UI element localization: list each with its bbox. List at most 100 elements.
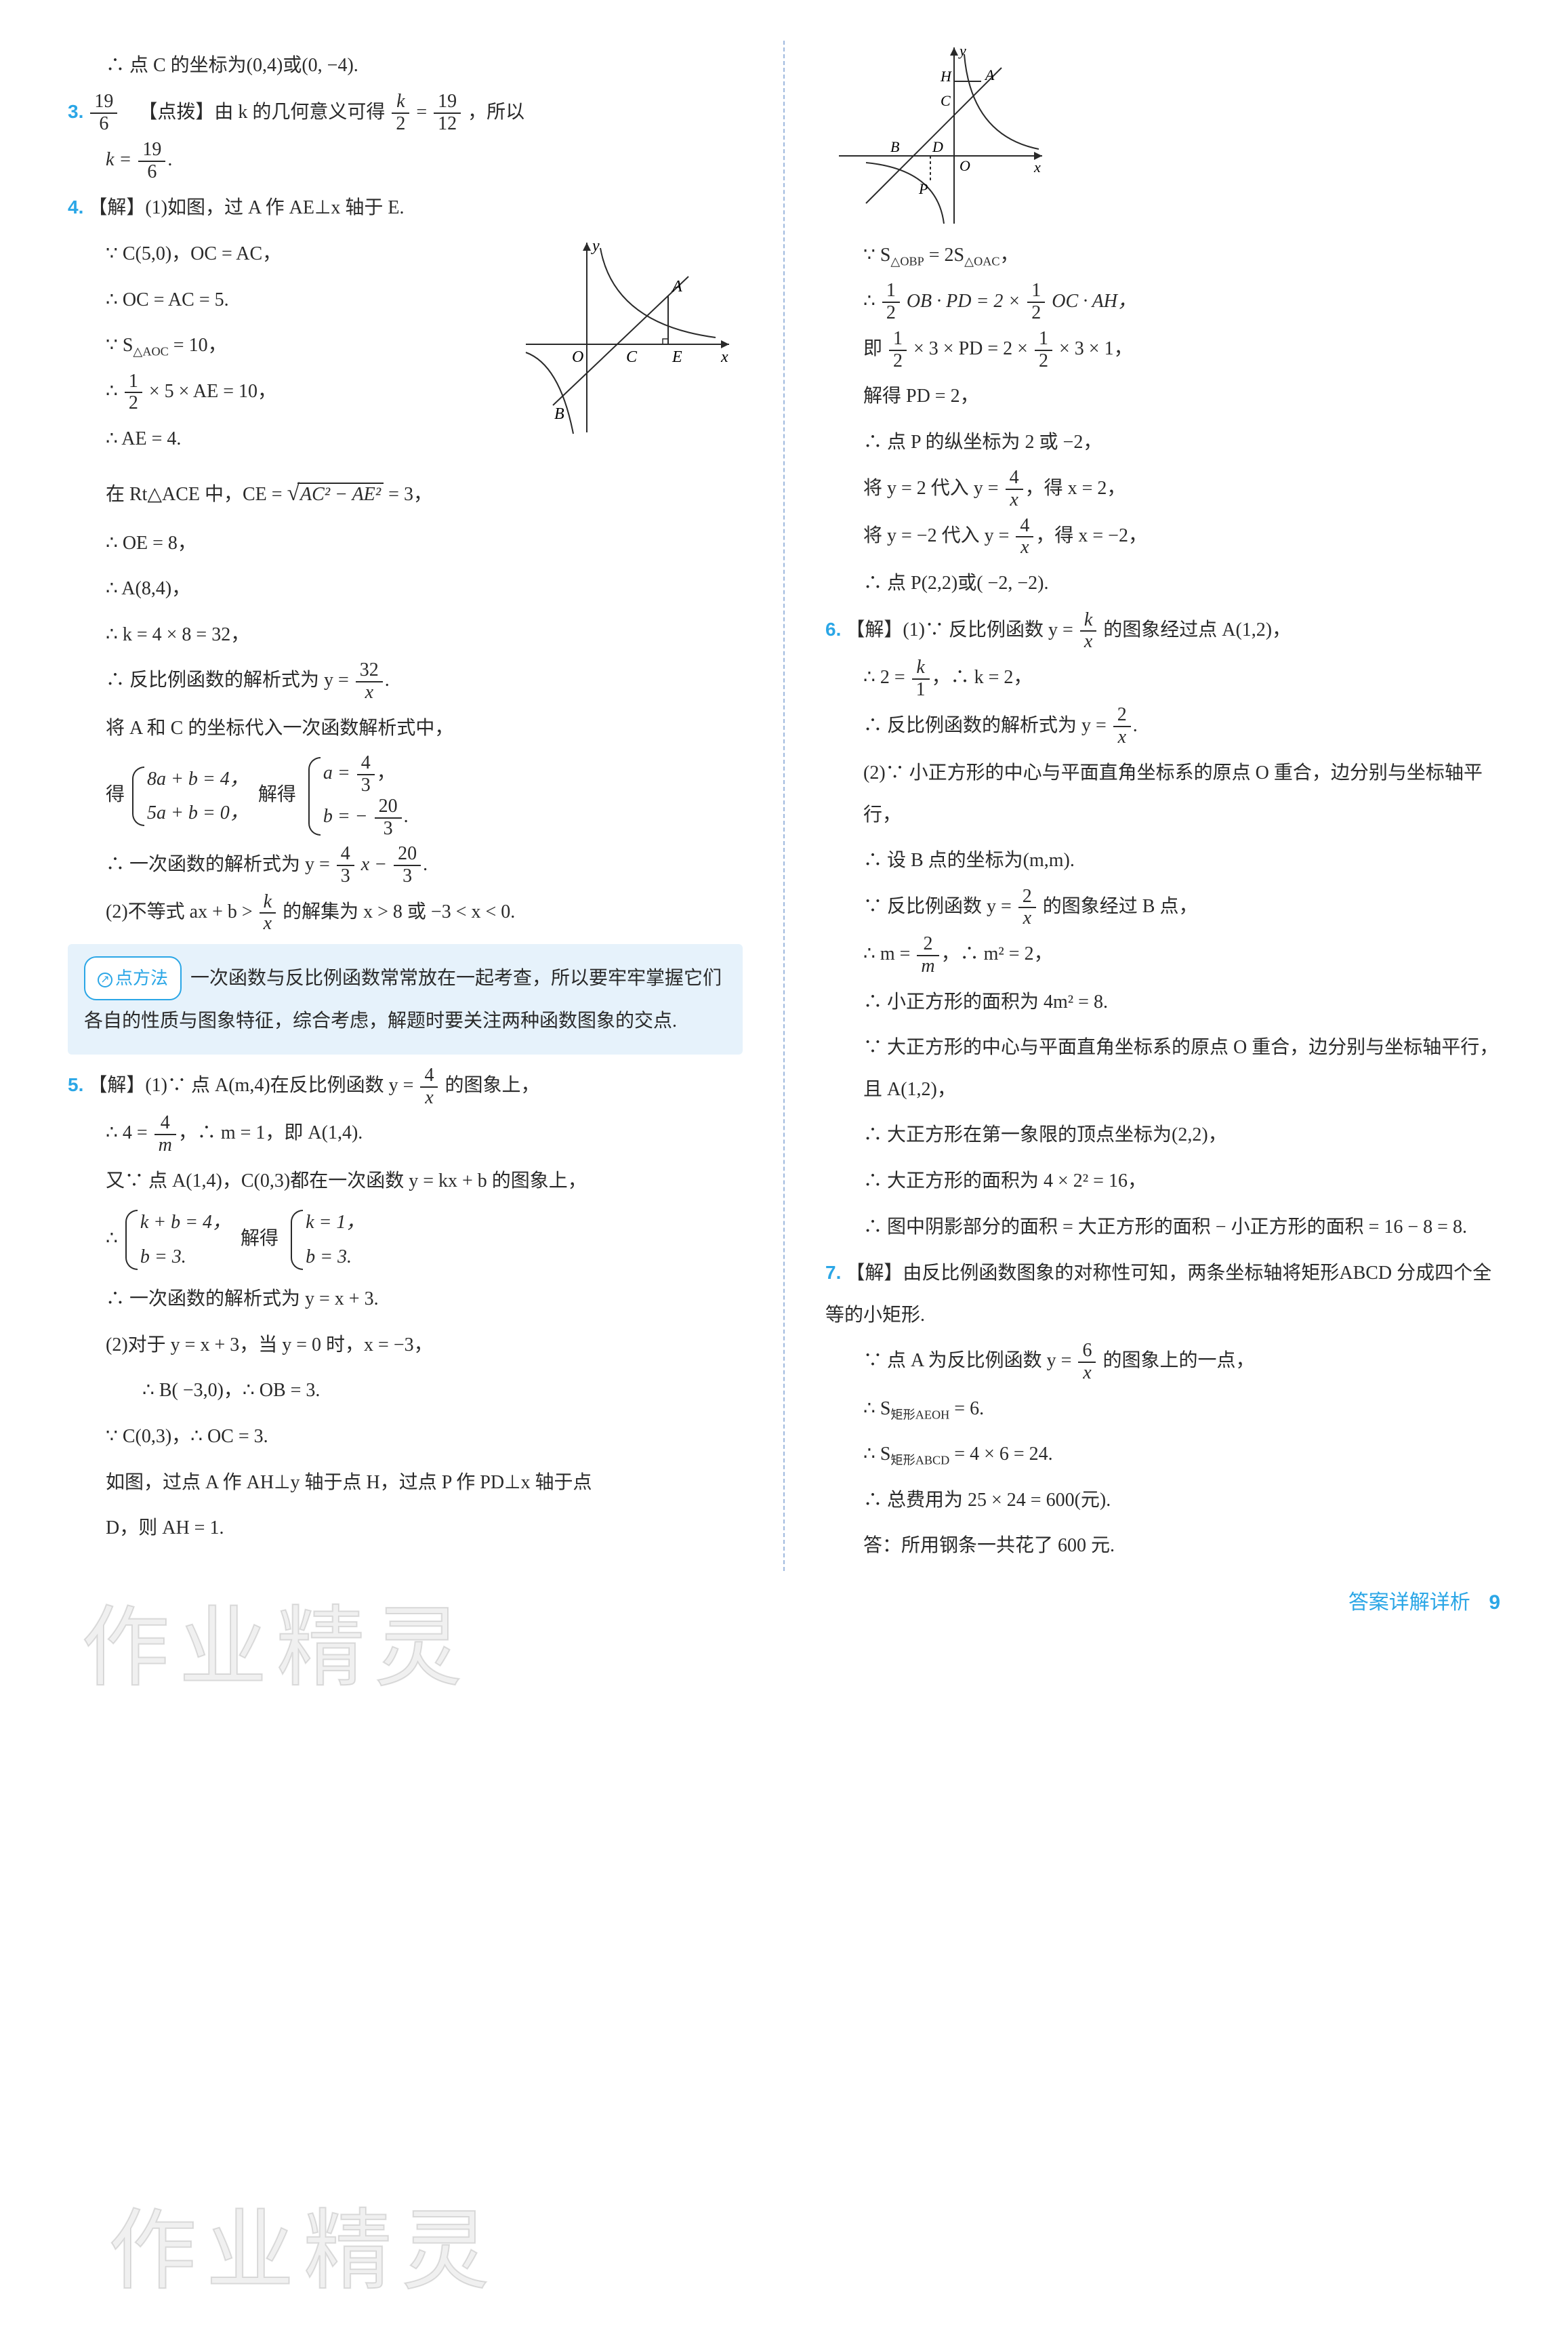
frac: k2 [392,91,409,135]
text-line: ∴ B( −3,0)，∴ OB = 3. [68,1370,743,1412]
text-line: ∴ OE = 8， [68,523,743,565]
footer-label: 答案详解详析 [1348,1591,1470,1614]
label-H: H [940,68,952,85]
label-C: C [941,92,951,109]
arrow-icon: ↗ [98,973,112,987]
text-line: ∴ 大正方形的面积为 4 × 2² = 16， [825,1160,1500,1202]
q3-answer-frac: 196 [90,91,117,135]
text: 【解】(1)如图，过 A 作 AE⊥x 轴于 E. [88,197,404,218]
label-A: A [671,278,682,295]
text-line: (2)对于 y = x + 3，当 y = 0 时，x = −3， [68,1324,743,1366]
prefix: ∴ [106,1228,123,1249]
q4-number: 4. [68,197,83,218]
tip-badge: ↗点方法 [84,956,182,1000]
text-line: ∵ C(0,3)，∴ OC = 3. [68,1416,743,1458]
right-column: y x O A H C B D P ∵ S△OBP = 2S△OAC， ∴ 12… [825,41,1500,1571]
text-line: ∴ 点 C 的坐标为(0,4)或(0, −4). [68,45,743,87]
label-B: B [890,138,899,155]
tip-box: ↗点方法 一次函数与反比例函数常常放在一起考查，所以要牢牢掌握它们各自的性质与图… [68,944,743,1055]
brace-system: 8a + b = 4， 5a + b = 0， [129,762,249,831]
text-line: ∴ 2 = k1，∴ k = 2， [825,657,1500,700]
column-divider [783,41,785,1571]
figure-4: y x O A C E B [512,236,743,439]
text-line: ∴ A(8,4)， [68,568,743,610]
text-line: 解得 PD = 2， [825,375,1500,417]
label-D: D [932,138,943,155]
label-E: E [672,348,682,366]
text-line: ∴ 大正方形在第一象限的顶点坐标为(2,2)， [825,1114,1500,1156]
q6-number: 6. [825,619,841,640]
text-line: ∵ 大正方形的中心与平面直角坐标系的原点 O 重合，边分别与坐标轴平行，且 A(… [825,1027,1500,1110]
label-y: y [958,42,966,59]
text-line: ∵ 点 A 为反比例函数 y = 6x 的图象上的一点， [825,1340,1500,1383]
label-A: A [984,66,995,83]
q7-number: 7. [825,1262,841,1283]
page-footer: 答案详解详析 9 [1348,1580,1500,1625]
q3-body: 【点拨】由 k 的几何意义可得 [138,102,385,123]
text-line: 将 y = 2 代入 y = 4x，得 x = 2， [825,468,1500,511]
q4-line1: 4. 【解】(1)如图，过 A 作 AE⊥x 轴于 E. [68,186,743,229]
label-O: O [960,157,970,174]
figure-5: y x O A H C B D P [825,41,1500,230]
text-line: ∴ m = 2m，∴ m² = 2， [825,933,1500,977]
text-line: ∴ 图中阴影部分的面积 = 大正方形的面积 − 小正方形的面积 = 16 − 8… [825,1206,1500,1248]
text-line: ∴ 设 B 点的坐标为(m,m). [825,840,1500,882]
text-line: 将 y = −2 代入 y = 4x，得 x = −2， [825,515,1500,558]
q3-line1: 3. 196 【点拨】由 k 的几何意义可得 k2 = 1912 ，所以 [68,91,743,135]
label-B: B [554,405,564,423]
text-line: 将 A 和 C 的坐标代入一次函数解析式中， [68,708,743,750]
text-line: ∴ 12 OB · PD = 2 × 12 OC · AH， [825,281,1500,324]
text-line: D，则 AH = 1. [68,1507,743,1549]
system-line: 得 8a + b = 4， 5a + b = 0， 解得 a = 43， b =… [68,753,743,839]
q3-number: 3. [68,101,83,122]
text-line: ∴ 4 = 4m，∴ m = 1，即 A(1,4). [68,1112,743,1156]
mid: 解得 [258,784,296,805]
text-line: ∴ k = 4 × 8 = 32， [68,614,743,656]
watermark: 作业精灵 [81,1552,472,1746]
text-line: ∴ 一次函数的解析式为 y = 43 x − 203. [68,844,743,887]
text-line: (2)不等式 ax + b > kx 的解集为 x > 8 或 −3 < x <… [68,891,743,935]
frac: 1912 [434,91,461,135]
prefix: 得 [106,784,125,805]
text: k = [106,149,131,170]
page-columns: ∴ 点 C 的坐标为(0,4)或(0, −4). 3. 196 【点拨】由 k … [68,41,1500,1571]
footer-page: 9 [1489,1591,1500,1614]
dot: . [167,149,172,170]
text-line: 答：所用钢条一共花了 600 元. [825,1525,1500,1567]
brace-system: k = 1， b = 3. [288,1206,365,1274]
figure-5-svg: y x O A H C B D P [825,41,1056,230]
text-line: (2)∵ 小正方形的中心与平面直角坐标系的原点 O 重合，边分别与坐标轴平行， [825,752,1500,836]
figure-4-svg: y x O A C E B [512,236,743,439]
text-line: ∴ 反比例函数的解析式为 y = 32x. [68,659,743,703]
text-line: ∴ 反比例函数的解析式为 y = 2x. [825,705,1500,748]
label-P: P [918,180,928,197]
text-line: ∴ 小正方形的面积为 4m² = 8. [825,981,1500,1023]
text-line: ∵ S△OBP = 2S△OAC， [825,234,1500,277]
q5-line1: 5. 【解】(1)∵ 点 A(m,4)在反比例函数 y = 4x 的图象上， [68,1064,743,1108]
watermark: 作业精灵 [108,2155,499,2349]
text-line: ∴ S矩形AEOH = 6. [825,1388,1500,1430]
label-y: y [591,237,600,255]
frac: 196 [138,140,165,183]
text-line: 又∵ 点 A(1,4)，C(0,3)都在一次函数 y = kx + b 的图象上… [68,1160,743,1202]
label-x: x [1033,159,1041,176]
text-line: ∵ 反比例函数 y = 2x 的图象经过 B 点， [825,886,1500,929]
text-line: ∴ 总费用为 25 × 24 = 600(元). [825,1479,1500,1521]
text-line: 即 12 × 3 × PD = 2 × 12 × 3 × 1， [825,328,1500,371]
text-line: ∴ 点 P(2,2)或( −2, −2). [825,563,1500,605]
text-line: 在 Rt△ACE 中，CE = AC² − AE² = 3， [68,468,743,518]
text-line: ∴ 点 P 的纵坐标为 2 或 −2， [825,422,1500,464]
text-line: ∴ 一次函数的解析式为 y = x + 3. [68,1278,743,1320]
q3-line2: k = 196. [68,139,743,182]
eq: = [416,102,427,123]
brace-system: a = 43， b = − 203. [306,753,409,839]
label-x: x [720,348,728,366]
q6-line1: 6. 【解】(1)∵ 反比例函数 y = kx 的图象经过点 A(1,2)， [825,609,1500,653]
label-C: C [626,348,638,366]
brace-system: k + b = 4， b = 3. [123,1206,231,1274]
tail: ，所以 [468,102,524,123]
q5-number: 5. [68,1074,83,1095]
label-O: O [572,348,583,366]
system-line: ∴ k + b = 4， b = 3. 解得 k = 1， b = 3. [68,1206,743,1274]
left-column: ∴ 点 C 的坐标为(0,4)或(0, −4). 3. 196 【点拨】由 k … [68,41,743,1571]
